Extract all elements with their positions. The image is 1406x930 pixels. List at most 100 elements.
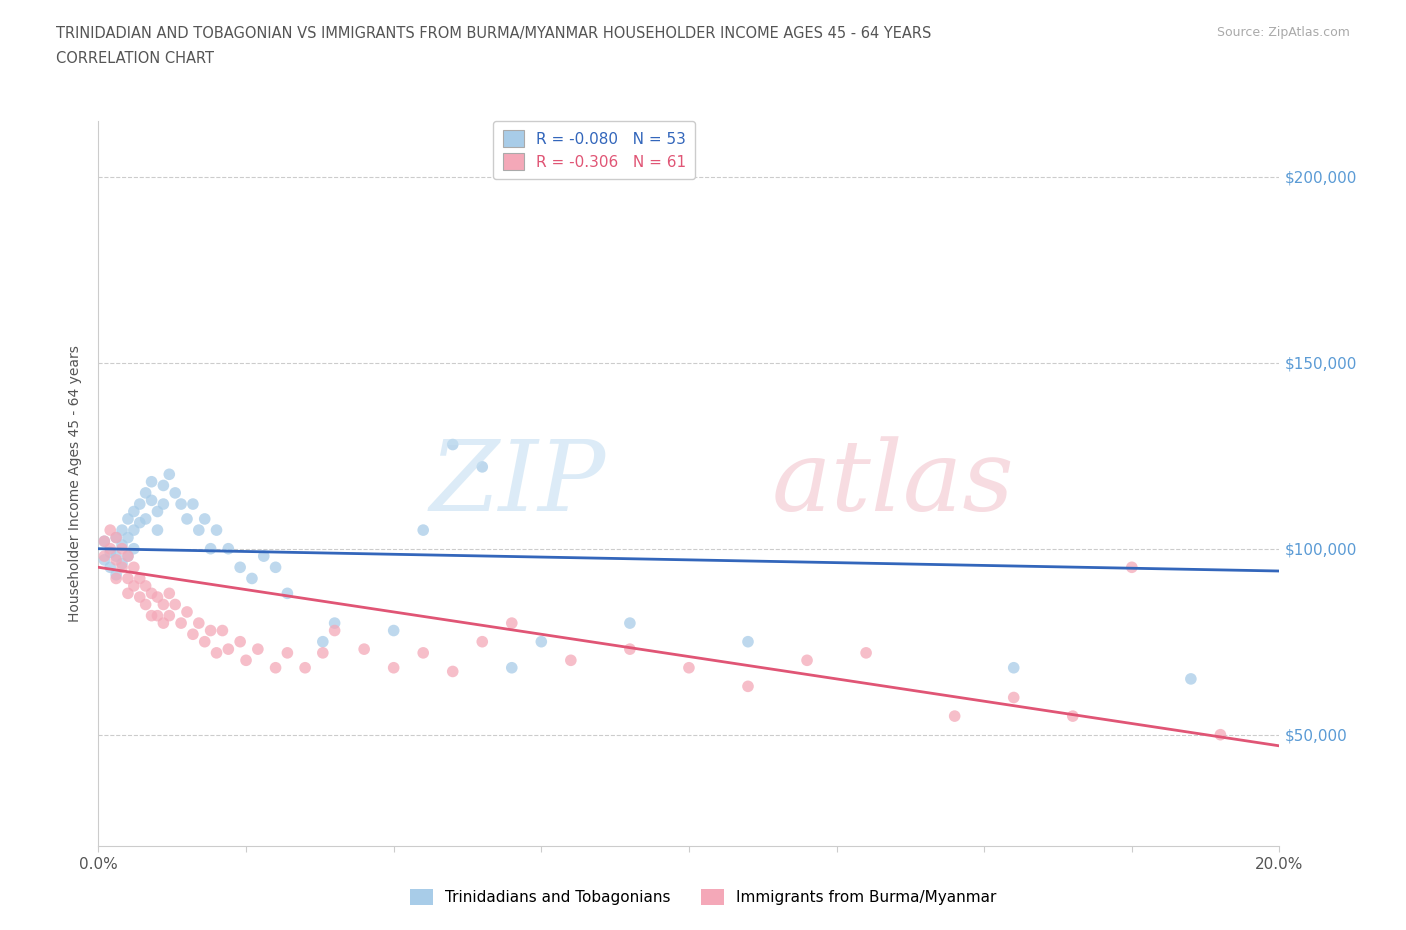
Point [146,504,169,519]
Point [122,578,145,593]
Point [235,653,257,668]
Point [111,523,134,538]
Point [170,616,193,631]
Point [141,474,163,489]
Point [146,608,169,623]
Point [412,523,434,538]
Point [105,530,128,545]
Point [117,549,139,564]
Point [211,623,233,638]
Point [117,586,139,601]
Point [678,660,700,675]
Point [117,549,139,564]
Point [117,530,139,545]
Point [412,645,434,660]
Text: CORRELATION CHART: CORRELATION CHART [56,51,214,66]
Point [152,478,174,493]
Point [111,541,134,556]
Point [122,523,145,538]
Point [111,556,134,571]
Point [264,660,287,675]
Point [141,493,163,508]
Point [128,571,150,586]
Point [441,437,464,452]
Point [1121,560,1143,575]
Point [152,597,174,612]
Text: Source: ZipAtlas.com: Source: ZipAtlas.com [1216,26,1350,39]
Point [382,660,405,675]
Point [560,653,582,668]
Point [353,642,375,657]
Point [105,549,128,564]
Point [128,497,150,512]
Point [141,586,163,601]
Point [152,497,174,512]
Point [135,485,157,500]
Legend: Trinidadians and Tobagonians, Immigrants from Burma/Myanmar: Trinidadians and Tobagonians, Immigrants… [402,881,1004,913]
Point [93,534,115,549]
Point [122,504,145,519]
Point [246,642,269,657]
Text: ZIP: ZIP [430,436,606,531]
Point [146,590,169,604]
Point [135,597,157,612]
Point [157,608,180,623]
Point [181,497,204,512]
Point [323,623,346,638]
Point [111,560,134,575]
Point [1209,727,1232,742]
Point [141,608,163,623]
Point [157,586,180,601]
Point [471,459,494,474]
Point [240,571,263,586]
Point [165,485,187,500]
Point [323,616,346,631]
Point [229,634,252,649]
Point [105,571,128,586]
Point [217,541,239,556]
Point [1180,671,1202,686]
Point [619,616,641,631]
Point [796,653,818,668]
Point [217,642,239,657]
Point [105,530,128,545]
Point [737,634,759,649]
Point [117,571,139,586]
Point [200,623,222,638]
Point [165,597,187,612]
Point [737,679,759,694]
Point [176,604,198,619]
Point [93,549,115,564]
Point [1002,690,1025,705]
Point [382,623,405,638]
Point [1062,709,1084,724]
Point [471,634,494,649]
Point [619,642,641,657]
Point [146,523,169,538]
Point [105,552,128,567]
Point [187,523,209,538]
Point [205,523,228,538]
Point [117,512,139,526]
Point [530,634,553,649]
Point [312,645,335,660]
Point [176,512,198,526]
Point [128,515,150,530]
Point [98,523,121,538]
Point [111,538,134,552]
Point [501,616,523,631]
Point [1002,660,1025,675]
Point [135,578,157,593]
Point [98,560,121,575]
Point [855,645,877,660]
Point [187,616,209,631]
Point [294,660,316,675]
Point [501,660,523,675]
Point [943,709,966,724]
Point [135,512,157,526]
Point [93,534,115,549]
Point [229,560,252,575]
Text: TRINIDADIAN AND TOBAGONIAN VS IMMIGRANTS FROM BURMA/MYANMAR HOUSEHOLDER INCOME A: TRINIDADIAN AND TOBAGONIAN VS IMMIGRANTS… [56,26,932,41]
Point [93,552,115,567]
Point [253,549,276,564]
